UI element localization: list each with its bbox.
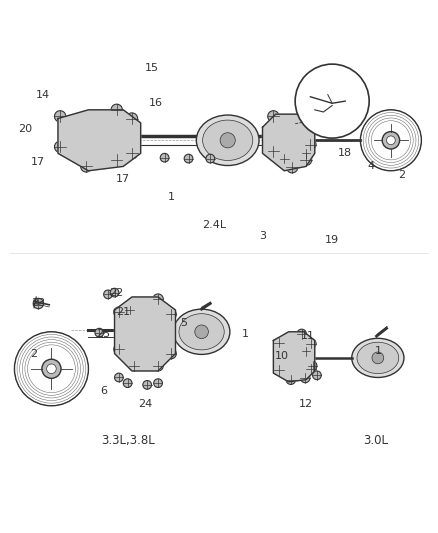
Ellipse shape: [203, 120, 253, 160]
Circle shape: [42, 359, 61, 378]
Text: 16: 16: [149, 98, 163, 108]
Circle shape: [206, 154, 215, 163]
Circle shape: [54, 111, 66, 122]
Text: 15: 15: [145, 63, 159, 74]
Text: 2.4L: 2.4L: [203, 220, 227, 230]
Circle shape: [153, 360, 163, 371]
Circle shape: [160, 154, 169, 162]
Circle shape: [115, 373, 123, 382]
Circle shape: [110, 288, 119, 297]
Circle shape: [300, 373, 310, 383]
Ellipse shape: [173, 309, 230, 354]
Text: 1: 1: [168, 192, 175, 202]
Text: 17: 17: [32, 157, 46, 167]
Circle shape: [104, 290, 113, 298]
Text: 6: 6: [100, 385, 107, 395]
Text: 24: 24: [138, 399, 152, 409]
Text: 3.3L,3.8L: 3.3L,3.8L: [101, 434, 155, 447]
Circle shape: [143, 381, 152, 389]
Circle shape: [307, 364, 316, 374]
Circle shape: [280, 154, 289, 163]
Text: 25: 25: [97, 329, 111, 339]
Circle shape: [154, 379, 162, 387]
Text: 9: 9: [328, 75, 336, 84]
Circle shape: [33, 298, 44, 309]
Circle shape: [54, 141, 66, 152]
Text: 18: 18: [338, 148, 352, 158]
Circle shape: [297, 329, 307, 339]
Text: 22: 22: [110, 288, 124, 297]
Ellipse shape: [352, 338, 404, 377]
Circle shape: [307, 339, 316, 349]
Circle shape: [129, 360, 139, 371]
Circle shape: [295, 64, 369, 138]
Text: 17: 17: [116, 174, 131, 184]
Text: 21: 21: [116, 307, 131, 317]
Circle shape: [111, 104, 122, 116]
Text: 1: 1: [242, 329, 249, 339]
Circle shape: [286, 161, 298, 173]
Circle shape: [195, 325, 208, 338]
Text: 23: 23: [32, 298, 46, 309]
Circle shape: [387, 136, 395, 144]
Circle shape: [126, 113, 138, 124]
Ellipse shape: [179, 314, 224, 350]
Circle shape: [308, 361, 317, 370]
Text: 4: 4: [368, 161, 375, 172]
Text: 5: 5: [181, 318, 187, 328]
Circle shape: [274, 365, 284, 375]
Circle shape: [153, 294, 163, 304]
Circle shape: [95, 328, 104, 337]
Text: 14: 14: [35, 90, 50, 100]
Circle shape: [300, 154, 312, 166]
Circle shape: [302, 347, 311, 356]
Text: 19: 19: [325, 236, 339, 245]
Text: 2: 2: [398, 170, 405, 180]
Circle shape: [114, 344, 124, 354]
Circle shape: [126, 148, 138, 159]
Circle shape: [125, 305, 134, 314]
Circle shape: [111, 154, 122, 166]
Text: 7: 7: [307, 114, 314, 124]
Text: 10: 10: [275, 351, 289, 361]
Circle shape: [184, 154, 193, 163]
Polygon shape: [273, 332, 315, 382]
Circle shape: [268, 111, 279, 122]
Circle shape: [268, 146, 279, 157]
Circle shape: [274, 338, 284, 348]
Circle shape: [313, 371, 321, 379]
Circle shape: [343, 99, 350, 106]
Circle shape: [123, 379, 132, 387]
Text: 1: 1: [374, 346, 381, 357]
Ellipse shape: [357, 342, 399, 374]
Polygon shape: [262, 114, 315, 171]
Circle shape: [286, 375, 296, 384]
Circle shape: [166, 349, 177, 359]
Text: 2: 2: [31, 349, 38, 359]
Circle shape: [81, 161, 92, 172]
Text: 3: 3: [259, 231, 266, 241]
Text: 3.0L: 3.0L: [363, 434, 388, 447]
Circle shape: [166, 309, 177, 320]
Circle shape: [114, 307, 124, 318]
Polygon shape: [115, 297, 176, 371]
Text: 20: 20: [18, 124, 32, 134]
Polygon shape: [58, 110, 141, 171]
Circle shape: [305, 139, 316, 150]
Circle shape: [47, 364, 56, 374]
Circle shape: [302, 149, 311, 158]
Text: 12: 12: [299, 399, 313, 409]
Circle shape: [220, 133, 235, 148]
Circle shape: [305, 119, 316, 131]
Ellipse shape: [196, 115, 259, 166]
Circle shape: [372, 352, 384, 364]
Circle shape: [382, 132, 399, 149]
Text: 11: 11: [301, 331, 315, 341]
